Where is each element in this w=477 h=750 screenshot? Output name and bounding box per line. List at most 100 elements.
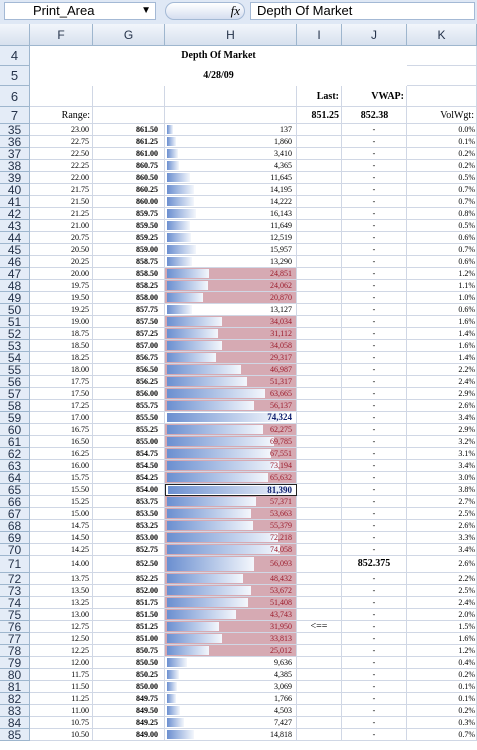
j-cell: - — [342, 136, 407, 148]
volwgt-cell: 3.0% — [407, 472, 477, 484]
volwgt-cell: 2.6% — [407, 556, 477, 573]
row-header: 58 — [0, 400, 30, 412]
volume-text: 72,218 — [270, 532, 292, 542]
volwgt-cell: 1.2% — [407, 645, 477, 657]
volume-text: 3,410 — [274, 148, 292, 158]
data-bar — [167, 706, 180, 715]
j-cell: - — [342, 645, 407, 657]
price-cell: 854.00 — [93, 484, 165, 496]
row-header: 43 — [0, 220, 30, 232]
j-cell: - — [342, 400, 407, 412]
j-cell: - — [342, 412, 407, 424]
column-header: F — [30, 24, 93, 46]
range-cell: 19.25 — [30, 304, 93, 316]
volume-cell: 1,766 — [165, 693, 297, 705]
i-cell — [297, 304, 342, 316]
price-cell: 855.25 — [93, 424, 165, 436]
j-cell: - — [342, 669, 407, 681]
range-cell: 11.50 — [30, 681, 93, 693]
column-header: K — [407, 24, 477, 46]
formula-input[interactable]: Depth Of Market — [250, 2, 475, 20]
volwgt-cell: 0.1% — [407, 681, 477, 693]
row-header: 35 — [0, 124, 30, 136]
volwgt-cell: 0.7% — [407, 196, 477, 208]
volume-text: 51,408 — [270, 597, 292, 607]
i-cell — [297, 532, 342, 544]
volwgt-cell: 2.4% — [407, 597, 477, 609]
range-cell: 16.00 — [30, 460, 93, 472]
j-cell: - — [342, 609, 407, 621]
data-bar — [167, 586, 251, 595]
volume-text: 56,137 — [270, 400, 292, 410]
data-bar — [167, 461, 280, 470]
row-header: 67 — [0, 508, 30, 520]
row-header: 55 — [0, 364, 30, 376]
fx-button[interactable]: fx — [165, 2, 245, 20]
price-cell: 849.25 — [93, 717, 165, 729]
price-cell: 859.25 — [93, 232, 165, 244]
cell — [297, 86, 342, 107]
data-bar — [167, 185, 194, 194]
i-cell — [297, 316, 342, 328]
volwgt-cell: 2.2% — [407, 573, 477, 585]
row-header: 64 — [0, 472, 30, 484]
data-bar — [167, 197, 194, 206]
date: 4/28/09 — [30, 66, 407, 86]
volwgt-cell: 0.8% — [407, 208, 477, 220]
cell — [342, 107, 407, 124]
volume-text: 53,672 — [270, 585, 292, 595]
range-cell: 20.50 — [30, 244, 93, 256]
data-bar — [167, 317, 223, 326]
volwgt-cell: 2.0% — [407, 609, 477, 621]
data-bar — [167, 557, 255, 571]
volume-cell: 53,672 — [165, 585, 297, 597]
volwgt-cell: 0.2% — [407, 669, 477, 681]
volume-cell: 24,851 — [165, 268, 297, 280]
range-cell: 13.25 — [30, 597, 93, 609]
volume-text: 33,813 — [270, 633, 292, 643]
row-header: 71 — [0, 556, 30, 573]
volume-text: 24,062 — [270, 280, 292, 290]
volume-text: 13,127 — [270, 304, 292, 314]
cell — [93, 86, 165, 107]
price-cell: 850.75 — [93, 645, 165, 657]
price-cell: 861.50 — [93, 124, 165, 136]
data-bar — [167, 545, 281, 554]
column-header: J — [342, 24, 407, 46]
volwgt-cell: 3.1% — [407, 448, 477, 460]
j-cell: - — [342, 124, 407, 136]
data-bar — [167, 221, 190, 230]
column-header: H — [165, 24, 297, 46]
row-header: 4 — [0, 46, 30, 66]
j-cell: - — [342, 597, 407, 609]
volume-text: 65,632 — [270, 472, 292, 482]
price-cell: 852.25 — [93, 573, 165, 585]
j-cell: - — [342, 681, 407, 693]
i-cell — [297, 705, 342, 717]
volume-cell: 14,195 — [165, 184, 297, 196]
j-cell: - — [342, 148, 407, 160]
volwgt-cell: 0.2% — [407, 705, 477, 717]
j-cell: - — [342, 484, 407, 496]
row-header: 85 — [0, 729, 30, 741]
volume-cell: 62,275 — [165, 424, 297, 436]
volume-cell: 14,818 — [165, 729, 297, 741]
data-bar — [167, 413, 281, 422]
volwgt-cell: 0.7% — [407, 184, 477, 196]
name-box[interactable]: Print_Area ▼ — [4, 2, 156, 20]
i-cell: <== — [297, 621, 342, 633]
volume-cell: 31,950 — [165, 621, 297, 633]
volume-text: 7,427 — [274, 717, 292, 727]
range-cell: 17.75 — [30, 376, 93, 388]
row-header: 5 — [0, 66, 30, 86]
volwgt-cell: 0.2% — [407, 160, 477, 172]
data-bar — [167, 389, 266, 398]
data-bar — [167, 598, 248, 607]
range-cell: 15.75 — [30, 472, 93, 484]
volume-text: 15,957 — [270, 244, 292, 254]
volume-text: 137 — [280, 124, 292, 134]
price-cell: 853.50 — [93, 508, 165, 520]
i-cell — [297, 717, 342, 729]
volume-cell: 72,218 — [165, 532, 297, 544]
data-bar — [167, 658, 187, 667]
